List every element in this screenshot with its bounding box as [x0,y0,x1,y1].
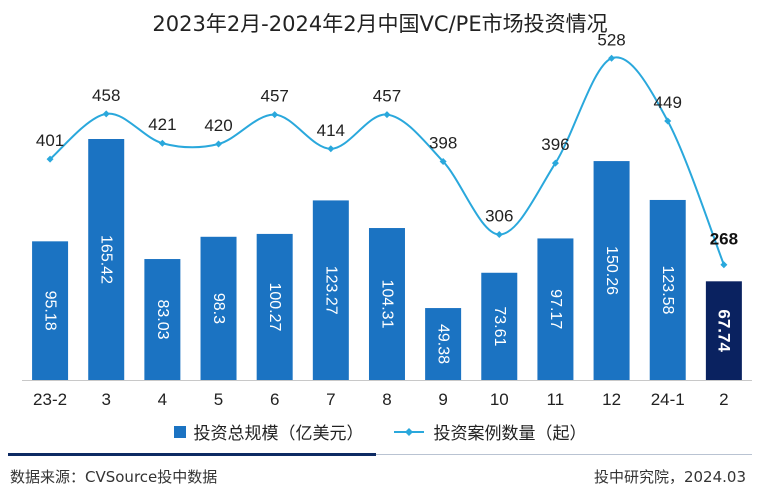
bar-value-label: 123.58 [659,266,676,315]
x-tick-label: 7 [326,390,335,409]
x-tick-label: 10 [490,390,509,409]
x-tick-label: 11 [547,390,565,409]
line-point [46,155,54,163]
line-point [215,140,223,148]
bar-value-label: 150.26 [603,246,620,295]
bar-value-label: 73.61 [491,306,508,346]
credit-line: 投中研究院，2024.03 [593,468,746,486]
legend-bar-swatch [173,425,186,438]
bar-5 [200,236,237,380]
bar-23-2 [32,241,69,380]
x-tick-label: 6 [270,390,279,409]
bar-value-label: 98.3 [210,293,227,324]
line-point [608,54,616,62]
legend-item-line: 投资案例数量（起） [392,419,587,444]
line-point [720,261,728,269]
bar-11 [537,238,574,380]
bar-value-label: 67.74 [714,309,733,352]
bar-value-label: 83.03 [154,299,171,339]
line-point [102,110,110,118]
line-value-label: 306 [485,207,513,226]
case-count-line [49,56,725,266]
bar-value-label: 100.27 [266,282,283,331]
x-tick-label: 9 [438,390,447,409]
line-point [158,139,166,147]
legend-bar-label: 投资总规模（亿美元） [193,424,364,444]
bar-10 [481,272,518,380]
line-value-label: 458 [92,86,120,105]
bar-6 [256,233,293,380]
x-tick-label: 4 [158,390,167,409]
bar-8 [368,228,405,380]
bar-value-label: 123.27 [322,266,339,315]
x-tick-label: 24-1 [651,390,685,409]
line-point [439,157,447,165]
x-tick-label: 8 [382,390,391,409]
bar-7 [312,200,349,380]
chart-legend: 投资总规模（亿美元） 投资案例数量（起） [0,419,760,444]
line-value-label: 528 [597,30,625,49]
x-tick-label: 23-2 [33,390,67,409]
line-value-label: 421 [148,115,176,134]
bar-9 [425,308,462,380]
bar-value-label: 97.17 [547,289,564,329]
line-value-label: 396 [541,135,569,154]
line-value-label: 268 [710,230,738,249]
line-value-label: 414 [317,121,345,140]
line-value-label: 457 [260,87,288,106]
bar-12 [593,161,630,380]
x-tick-label: 2 [719,390,728,409]
line-value-label: 449 [654,93,682,112]
legend-line-label: 投资案例数量（起） [433,424,587,444]
bar-24-1 [649,199,686,380]
legend-line-swatch [393,427,424,436]
x-tick-label: 5 [214,390,223,409]
line-value-label: 457 [373,87,401,106]
line-value-label: 420 [204,116,232,135]
chart-title: 2023年2月-2024年2月中国VC/PE市场投资情况 [152,12,608,36]
bar-4 [144,259,181,380]
bar-value-label: 104.31 [378,280,395,329]
footer-rule-accent [8,453,376,456]
bar-3 [88,139,125,380]
line-point [664,117,672,125]
line-value-label: 398 [429,133,457,152]
x-tick-label: 3 [101,390,110,409]
line-point [383,111,391,119]
bar-value-label: 165.42 [98,235,115,284]
x-tick-label: 12 [602,390,621,409]
bar-value-label: 49.38 [435,324,452,364]
legend-item-bar: 投资总规模（亿美元） [173,419,364,444]
line-value-label: 401 [36,131,64,150]
footer-rule [376,454,752,455]
line-point [271,111,279,119]
line-point [495,231,503,239]
data-source: 数据来源：CVSource投中数据 [10,468,218,486]
bar-2 [705,281,742,380]
bar-value-label: 95.18 [42,291,59,331]
line-point [551,159,559,167]
line-point [327,145,335,153]
